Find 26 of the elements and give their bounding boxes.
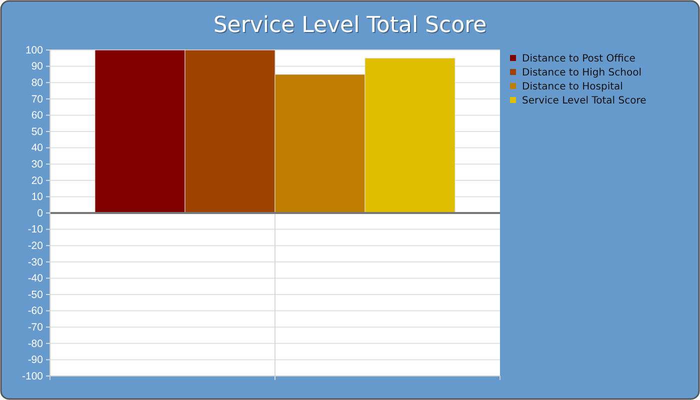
y-tick-label: 50 (31, 126, 44, 138)
legend-label: Distance to Post Office (522, 54, 636, 64)
y-tick-label: 80 (31, 76, 44, 89)
y-tick-label: 70 (31, 93, 44, 106)
y-tick-label: 0 (37, 207, 44, 220)
y-tick-label: -40 (28, 272, 44, 285)
y-tick-label: -20 (28, 240, 44, 252)
chart-title: Service Level Total Score (214, 14, 488, 39)
y-tick-label: -50 (28, 288, 44, 301)
y-tick-label: 90 (31, 60, 44, 73)
y-tick-label: -90 (28, 354, 44, 366)
y-tick-label: -70 (28, 321, 44, 334)
y-tick-label: -30 (28, 256, 44, 268)
y-tick-label: -10 (28, 224, 44, 236)
y-tick-label: -60 (28, 305, 44, 318)
legend-label: Distance to Hospital (522, 82, 623, 92)
legend-label: Distance to High School (522, 68, 642, 78)
y-tick-label: 100 (25, 44, 44, 56)
y-tick-label: 30 (31, 158, 44, 170)
y-tick-label: 60 (31, 110, 44, 122)
y-tick-label: 20 (31, 174, 44, 187)
y-tick-label: -100 (22, 370, 44, 382)
legend-label: Service Level Total Score (522, 96, 646, 106)
y-tick-label: 40 (31, 142, 44, 154)
y-tick-label: 10 (31, 191, 44, 204)
y-tick-label: -80 (28, 338, 44, 350)
